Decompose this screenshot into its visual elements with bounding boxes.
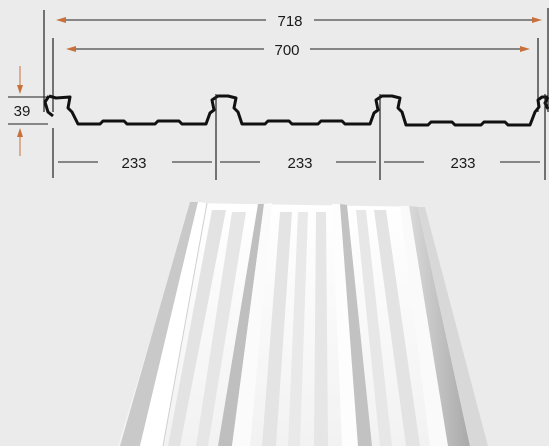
pan-strip xyxy=(314,212,328,446)
overall-width-label: 718 xyxy=(277,13,302,30)
pan-strip xyxy=(168,210,226,446)
arrow-down-icon xyxy=(17,85,23,94)
rib-highlight xyxy=(332,204,358,446)
pan-strip xyxy=(356,210,392,446)
overall-width-dimension: 718 xyxy=(43,8,549,112)
pan-strip xyxy=(196,212,246,446)
sheet-right-edge xyxy=(418,207,488,446)
rib-height-label: 39 xyxy=(14,103,31,120)
sheet-profile-outline xyxy=(48,94,548,127)
rib-shadow xyxy=(120,202,198,446)
pan-strip xyxy=(262,212,292,446)
cover-width-label: 700 xyxy=(274,42,299,59)
rib-highlight xyxy=(140,202,207,446)
rib-pitch-label-2: 233 xyxy=(287,155,312,172)
rib-pitch-label-1: 233 xyxy=(121,155,146,172)
arrow-left-icon xyxy=(56,17,66,23)
pan-strip xyxy=(374,210,420,446)
arrow-left-icon xyxy=(66,46,76,52)
sheet-profile-left-hook xyxy=(43,95,54,118)
rib-highlight xyxy=(400,206,448,446)
arrow-right-icon xyxy=(532,17,542,23)
rib-pitch-label-3: 233 xyxy=(450,155,475,172)
arrow-up-icon xyxy=(17,128,23,137)
rib-shadow xyxy=(340,204,372,446)
rib-shadow xyxy=(218,204,264,446)
rib-pitch-dimensions: 233 233 233 xyxy=(52,94,546,180)
profile-section: 718 700 39 xyxy=(8,8,549,180)
cover-width-dimension: 700 xyxy=(52,38,539,112)
arrow-right-icon xyxy=(520,46,530,52)
rib-shadow xyxy=(409,206,470,446)
rib-highlight xyxy=(232,203,272,446)
rib-height-dimension: 39 xyxy=(8,66,48,156)
sheet-perspective-illustration xyxy=(118,202,488,446)
pan-strip xyxy=(288,212,308,446)
